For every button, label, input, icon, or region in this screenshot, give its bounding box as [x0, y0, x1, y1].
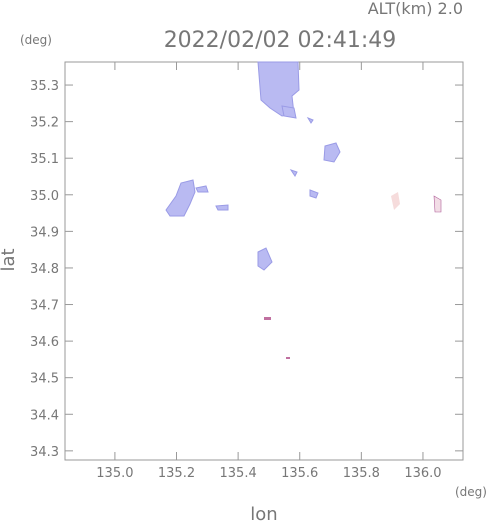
y-tick-label: 35.3 — [30, 79, 59, 94]
y-tick-label: 34.3 — [30, 445, 59, 460]
echo — [309, 189, 319, 199]
echo — [257, 247, 273, 271]
echo — [281, 105, 297, 119]
echo — [264, 317, 271, 320]
y-unit: (deg) — [20, 33, 52, 47]
x-tick-label: 135.6 — [281, 466, 318, 481]
echo — [289, 169, 298, 177]
echo — [433, 195, 442, 213]
echo — [215, 204, 229, 211]
echo — [195, 185, 209, 193]
echo — [306, 116, 314, 124]
x-tick-label: 135.2 — [158, 466, 195, 481]
y-tick-label: 34.6 — [30, 335, 59, 350]
y-tick-label: 34.8 — [30, 262, 59, 277]
echoes — [165, 61, 442, 359]
altitude: ALT(km) 2.0 — [368, 0, 463, 18]
y-tick-label: 35.2 — [30, 116, 59, 131]
chart-title: 2022/02/02 02:41:49 — [164, 28, 397, 53]
echo — [286, 357, 290, 359]
x-tick-label: 135.4 — [220, 466, 257, 481]
echo — [391, 192, 400, 210]
x-tick-label: 136.0 — [404, 466, 441, 481]
y-tick-label: 34.9 — [30, 225, 59, 240]
echo — [323, 142, 341, 163]
y-tick-label: 35.0 — [30, 189, 59, 204]
x-axis-label: lon — [250, 504, 277, 521]
y-tick-label: 34.7 — [30, 299, 59, 314]
x-tick-label: 135.8 — [343, 466, 380, 481]
echo — [165, 179, 196, 217]
y-axis-label: lat — [0, 248, 19, 271]
x-tick-label: 135.0 — [96, 466, 133, 481]
x-unit: (deg) — [455, 485, 487, 499]
y-tick-label: 34.4 — [30, 408, 59, 423]
y-tick-label: 34.5 — [30, 372, 59, 387]
y-tick-label: 35.1 — [30, 152, 59, 167]
